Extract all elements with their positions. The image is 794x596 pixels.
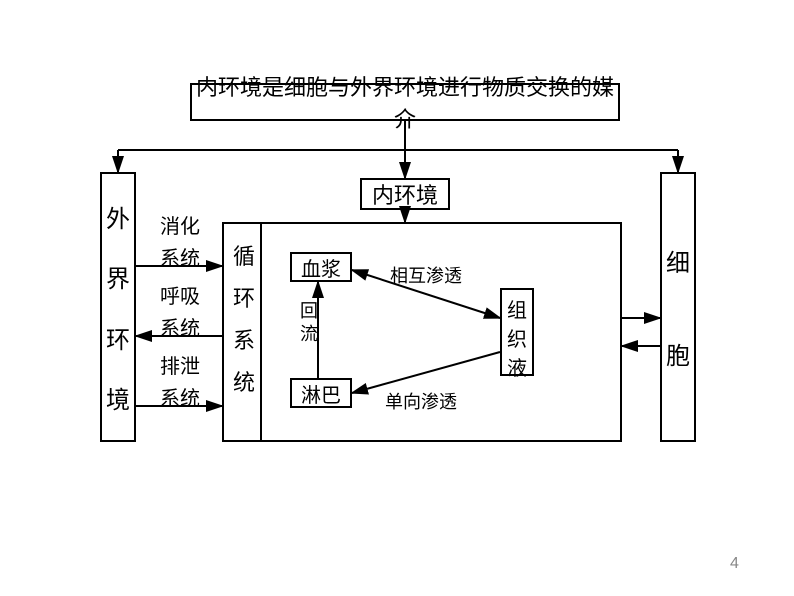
label-system1: 系统 xyxy=(160,242,200,271)
reflux-char-0: 回 xyxy=(300,300,318,323)
cell-char-0: 细 xyxy=(666,243,690,278)
ext-char-0: 外 xyxy=(106,199,130,234)
label-respiratory: 呼吸 xyxy=(160,280,200,309)
circ-char-1: 环 xyxy=(233,281,255,313)
node-external-env: 外 界 环 境 xyxy=(100,172,136,442)
node-plasma: 血浆 xyxy=(290,252,352,282)
cell-char-1: 胞 xyxy=(666,336,690,371)
label-digestive: 消化 xyxy=(160,210,200,239)
circ-char-0: 循 xyxy=(233,239,255,271)
title-text: 内环境是细胞与外界环境进行物质交换的媒介 xyxy=(192,70,618,134)
label-oneway: 单向渗透 xyxy=(385,388,457,414)
ext-char-1: 界 xyxy=(106,259,130,294)
label-system2: 系统 xyxy=(160,312,200,341)
label-reflux: 回 流 xyxy=(300,300,318,347)
plasma-text: 血浆 xyxy=(301,253,341,282)
title-box: 内环境是细胞与外界环境进行物质交换的媒介 xyxy=(190,83,620,121)
circ-char-2: 系 xyxy=(233,323,255,355)
node-circ-sys: 循 环 系 统 xyxy=(228,228,260,408)
circ-divider xyxy=(260,222,262,442)
node-tissue-fluid: 组 织 液 xyxy=(500,288,534,376)
tf-char-2: 液 xyxy=(507,352,527,381)
tf-char-0: 组 xyxy=(507,294,527,323)
node-inner-env: 内环境 xyxy=(360,178,450,210)
reflux-char-1: 流 xyxy=(300,323,318,346)
ext-char-3: 境 xyxy=(106,380,130,415)
label-mutual: 相互渗透 xyxy=(390,262,462,288)
circ-char-3: 统 xyxy=(233,365,255,397)
node-cell: 细 胞 xyxy=(660,172,696,442)
ext-char-2: 环 xyxy=(106,320,130,355)
inner-env-text: 内环境 xyxy=(372,178,438,210)
label-excretory: 排泄 xyxy=(160,350,200,379)
page-number: 4 xyxy=(730,555,739,573)
node-lymph: 淋巴 xyxy=(290,378,352,408)
lymph-text: 淋巴 xyxy=(301,379,341,408)
tf-char-1: 织 xyxy=(507,323,527,352)
label-system3: 系统 xyxy=(160,382,200,411)
